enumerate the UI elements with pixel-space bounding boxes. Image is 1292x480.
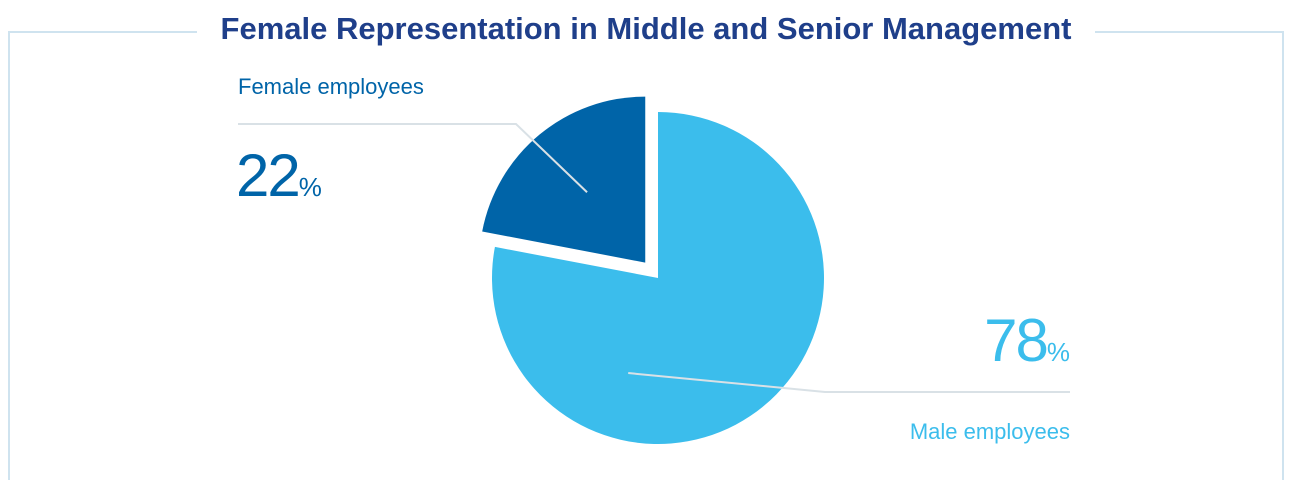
- female-slice-value: 22%: [236, 146, 322, 206]
- female-leader-line: [238, 123, 588, 193]
- female-value-percent: %: [298, 172, 322, 202]
- male-value-percent: %: [1046, 337, 1070, 367]
- male-slice-value: 78%: [984, 311, 1070, 371]
- chart-title: Female Representation in Middle and Seni…: [196, 6, 1096, 52]
- pie-slice-female: [482, 96, 646, 263]
- female-slice-label: Female employees: [238, 74, 424, 99]
- pie-slice-male: [492, 112, 824, 444]
- male-value-number: 78: [984, 307, 1049, 374]
- female-value-number: 22: [236, 142, 301, 209]
- male-slice-label: Male employees: [909, 419, 1070, 444]
- male-leader-line: [628, 372, 1070, 393]
